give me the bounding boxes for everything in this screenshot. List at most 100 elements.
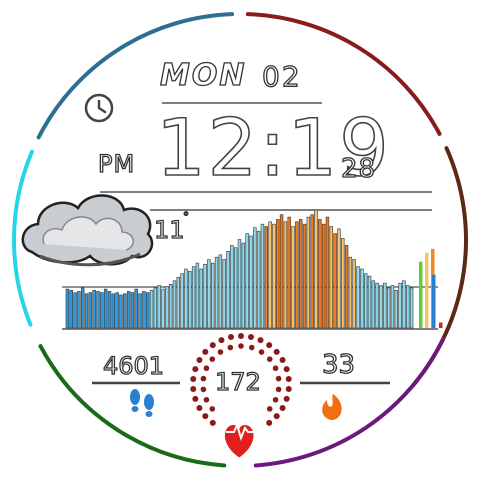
heart-rate-dot [285, 386, 292, 393]
ring-segment-top-left [36, 12, 235, 140]
chart-bar [73, 292, 77, 329]
chart-bar [283, 221, 288, 329]
chart-bar [203, 263, 207, 329]
chart-bar [157, 285, 161, 329]
heart-rate-value[interactable]: 172 [214, 367, 261, 396]
chart-bar [333, 233, 337, 329]
heart-rate-dot [266, 406, 273, 412]
am-pm-indicator: PM [97, 149, 136, 178]
temperature[interactable]: 11 [153, 215, 185, 244]
temperature-unit: ° [182, 209, 189, 224]
chart-bar [233, 247, 238, 329]
chart-bar [321, 223, 326, 329]
status-bars [419, 248, 443, 328]
chart-bar [188, 271, 192, 329]
steps-count[interactable]: 4601 [102, 351, 165, 380]
chart-bar [107, 291, 112, 329]
chart-bar [237, 239, 242, 329]
heart-rate-dot [200, 386, 207, 393]
chart-bar [276, 219, 280, 329]
chart-bar [390, 285, 395, 329]
chart-bar [337, 228, 341, 329]
chart-bar [394, 289, 399, 329]
chart-bar [287, 216, 291, 329]
heart-rate-dot [272, 396, 279, 403]
chart-bar [329, 226, 333, 329]
chart-bar [352, 259, 356, 329]
heart-rate-dot [248, 344, 255, 351]
status-bar [432, 274, 436, 328]
chart-bar [207, 259, 211, 329]
chart-bar [69, 289, 73, 329]
chart-bar [218, 254, 223, 329]
chart-bar [211, 262, 215, 329]
heart-rate-dot [273, 348, 280, 355]
chart-bar [100, 292, 104, 329]
flame-icon [322, 394, 342, 420]
time-display[interactable]: 12:19 [155, 103, 391, 195]
chart-bar [256, 230, 261, 329]
heart-rate-dot [192, 366, 199, 373]
chart-bar [111, 293, 116, 329]
chart-bar [115, 292, 119, 329]
chart-bar [134, 288, 138, 329]
chart-bar [367, 275, 372, 329]
clock-icon[interactable] [84, 93, 114, 123]
date: 02 [261, 59, 302, 93]
chart-bar [268, 221, 272, 329]
chart-bar [88, 292, 93, 329]
heart-rate-dot [238, 333, 244, 339]
activity-bar-chart [65, 209, 414, 329]
chart-bar [138, 293, 142, 329]
chart-bar [161, 288, 165, 329]
heart-rate-dot [203, 396, 210, 403]
chart-bar [302, 223, 307, 329]
heart-rate-dot [273, 413, 280, 420]
chart-bar [142, 291, 146, 329]
day-of-week: MON [159, 57, 247, 93]
chart-bar [172, 280, 177, 329]
chart-bar [214, 256, 219, 329]
chart-bar [298, 219, 303, 329]
chart-bar [253, 227, 257, 329]
chart-bar [92, 289, 96, 329]
heart-rate-dot [202, 413, 209, 420]
heart-pulse-icon[interactable] [224, 422, 256, 458]
ring-segment-top-right [245, 12, 442, 136]
chart-bar [119, 294, 123, 329]
chart-bar [348, 256, 353, 329]
chart-bar [84, 293, 89, 329]
chart-bar [77, 291, 81, 329]
heart-rate-dot [202, 348, 209, 355]
chart-bar [103, 288, 108, 329]
status-bar [425, 252, 429, 328]
heart-rate-dot [196, 357, 203, 363]
chart-bar [406, 285, 410, 329]
calories-count[interactable]: 33 [321, 349, 356, 380]
heart-rate-dot [283, 366, 290, 373]
chart-bar [149, 289, 154, 329]
heart-rate-dot [203, 365, 210, 372]
chart-bar [310, 214, 314, 329]
chart-bar [264, 226, 268, 329]
chart-bar [363, 273, 368, 329]
chart-bar [295, 221, 299, 329]
chart-bar [222, 259, 226, 329]
chart-bar [126, 291, 131, 329]
heart-rate-dot [247, 334, 254, 341]
chart-bar [176, 276, 181, 329]
chart-bar [199, 268, 203, 329]
heart-rate-dot [200, 375, 207, 382]
cloud-icon [21, 194, 154, 267]
chart-bar [375, 282, 379, 329]
heart-rate-dot [209, 406, 216, 412]
heart-rate-dot [266, 419, 273, 426]
chart-bar [146, 292, 150, 329]
heart-rate-dot [190, 375, 197, 382]
heart-rate-dot [283, 395, 290, 402]
chart-bar [230, 245, 234, 329]
heart-rate-dot [228, 334, 235, 341]
ring-segment-bottom-right [253, 337, 446, 468]
heart-rate-ring [190, 333, 292, 426]
